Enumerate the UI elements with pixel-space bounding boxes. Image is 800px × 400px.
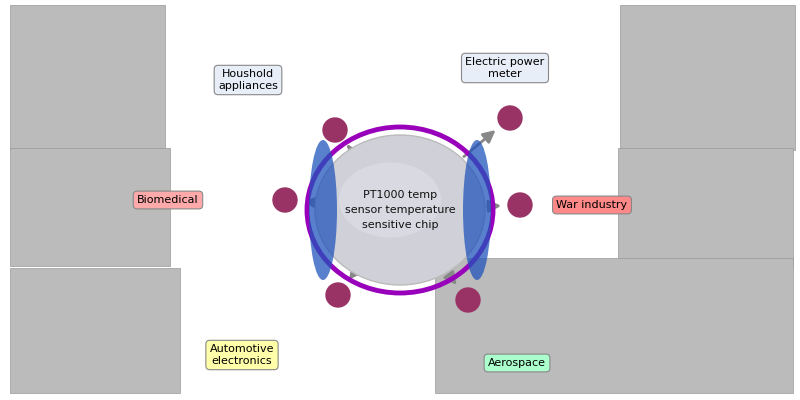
- Bar: [10, 5, 165, 150]
- Circle shape: [273, 188, 297, 212]
- Text: Houshold
appliances: Houshold appliances: [218, 69, 278, 91]
- Text: Electric power
meter: Electric power meter: [466, 57, 545, 79]
- Text: Biomedical: Biomedical: [137, 195, 199, 205]
- Circle shape: [498, 106, 522, 130]
- Bar: [435, 258, 793, 393]
- Ellipse shape: [309, 140, 337, 280]
- Text: PT1000 temp
sensor temperature
sensitive chip: PT1000 temp sensor temperature sensitive…: [345, 190, 455, 230]
- Text: Aerospace: Aerospace: [488, 358, 546, 368]
- Bar: [620, 5, 795, 150]
- Bar: [10, 268, 180, 393]
- Text: War industry: War industry: [557, 200, 627, 210]
- Text: Automotive
electronics: Automotive electronics: [210, 344, 274, 366]
- Circle shape: [323, 118, 347, 142]
- Bar: [10, 148, 170, 266]
- Circle shape: [456, 288, 480, 312]
- Ellipse shape: [463, 140, 491, 280]
- Bar: [618, 148, 793, 266]
- Circle shape: [326, 283, 350, 307]
- Ellipse shape: [339, 162, 441, 238]
- Circle shape: [508, 193, 532, 217]
- Ellipse shape: [315, 135, 485, 285]
